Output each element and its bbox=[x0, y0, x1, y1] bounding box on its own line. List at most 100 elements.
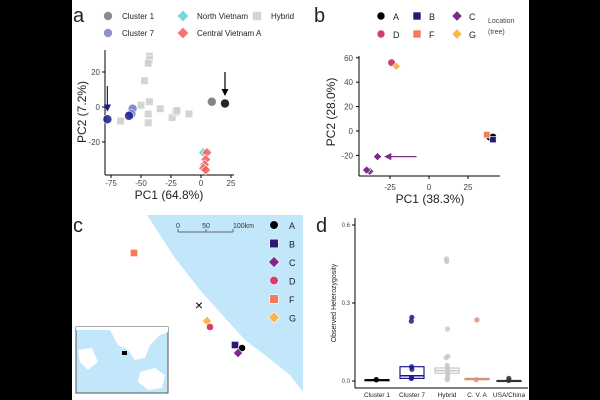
data-point-d bbox=[506, 376, 511, 381]
panel-label-d: d bbox=[316, 215, 327, 237]
x-tick-label-b: -25 bbox=[384, 183, 396, 192]
map-site-b bbox=[231, 341, 238, 348]
legend-marker-b bbox=[377, 30, 385, 38]
x-tick-label-d: USA/China bbox=[493, 392, 526, 399]
data-point-d bbox=[474, 317, 479, 322]
data-point-d bbox=[409, 375, 414, 380]
legend-label-a: North Vietnam bbox=[197, 12, 248, 21]
x-tick-label-d: C. V. A bbox=[467, 392, 487, 399]
legend-marker-a bbox=[104, 29, 113, 38]
point-cluster-7-highlighted- bbox=[103, 115, 112, 124]
legend-marker-c bbox=[270, 295, 279, 304]
y-axis-label-b: PC2 (28.0%) bbox=[324, 78, 338, 147]
y-tick-label-b: 20 bbox=[344, 103, 353, 112]
y-tick-label-d: 0.3 bbox=[342, 301, 351, 307]
x-tick-label-d: Cluster 7 bbox=[399, 392, 425, 399]
panel-label-b: b bbox=[314, 5, 325, 27]
legend-label-c: C bbox=[289, 258, 296, 268]
x-axis-label-a: PC1 (64.8%) bbox=[135, 188, 204, 202]
legend-label-a: Hybrid bbox=[271, 12, 294, 21]
legend-marker-b bbox=[377, 12, 385, 20]
legend-marker-c bbox=[270, 239, 279, 248]
point-hybrid bbox=[144, 110, 152, 118]
legend-title-b-2: (tree) bbox=[488, 29, 505, 36]
map-site-d bbox=[206, 323, 213, 330]
legend-label-c: G bbox=[289, 314, 296, 324]
scale-label: 0 bbox=[176, 223, 180, 230]
y-tick-label-a: 0 bbox=[96, 103, 101, 112]
legend-title-b: Location bbox=[488, 18, 515, 25]
legend-label-c: D bbox=[289, 277, 296, 287]
legend-label-c: F bbox=[289, 295, 295, 305]
panel-label-a: a bbox=[73, 5, 85, 27]
panel-label-c: c bbox=[73, 215, 83, 237]
legend-label-b: D bbox=[393, 30, 400, 40]
x-tick-label-a: -75 bbox=[105, 179, 117, 188]
legend-label-b: B bbox=[429, 12, 435, 22]
data-point-d bbox=[409, 315, 414, 320]
data-point-d bbox=[409, 364, 414, 369]
data-point-d bbox=[444, 256, 449, 261]
point-f bbox=[484, 131, 490, 137]
x-axis-label-b: PC1 (38.3%) bbox=[396, 192, 465, 206]
y-tick-label-b: 60 bbox=[344, 54, 353, 63]
legend-label-a: Cluster 1 bbox=[122, 12, 155, 21]
x-tick-label-b: 25 bbox=[464, 183, 473, 192]
point-cluster-1 bbox=[207, 97, 216, 106]
legend-marker-b bbox=[413, 30, 421, 38]
legend-label-b: G bbox=[469, 30, 476, 40]
legend-label-b: A bbox=[393, 12, 399, 22]
y-tick-label-b: 0 bbox=[349, 127, 354, 136]
legend-marker-a bbox=[104, 12, 113, 21]
legend-label-a: Cluster 7 bbox=[122, 29, 155, 38]
point-hybrid bbox=[156, 105, 164, 113]
point-cluster-7-highlighted- bbox=[125, 111, 134, 120]
legend-label-c: B bbox=[289, 240, 295, 250]
x-tick-label-a: -50 bbox=[135, 179, 147, 188]
legend-marker-a bbox=[253, 12, 262, 21]
data-point-d bbox=[374, 377, 379, 382]
y-tick-label-d: 0.0 bbox=[342, 379, 351, 385]
legend-marker-a bbox=[177, 27, 189, 39]
point-hybrid bbox=[173, 107, 181, 115]
y-tick-label-b: -20 bbox=[341, 151, 353, 160]
point-hybrid bbox=[144, 59, 152, 67]
data-point-d bbox=[445, 363, 450, 368]
figure-svg: a b c d -75 -50 -25 0 25 -20 0 20 PC1 (64.8%) PC2 (7.… bbox=[0, 0, 600, 400]
legend-marker-a bbox=[177, 10, 189, 22]
legend-marker-b bbox=[452, 11, 462, 21]
y-axis-label-d: Observed Heterozygosity bbox=[331, 263, 338, 342]
x-tick-label-d: Cluster 1 bbox=[364, 392, 390, 399]
x-tick-label-a: 25 bbox=[227, 179, 236, 188]
x-tick-label-d: Hybrid bbox=[438, 392, 457, 399]
point-cluster-1-highlighted- bbox=[221, 99, 230, 108]
x-tick-label-b: 0 bbox=[427, 183, 432, 192]
point-hybrid bbox=[137, 101, 145, 109]
scale-label: 100km bbox=[233, 223, 254, 230]
data-point-d bbox=[474, 377, 479, 382]
sea bbox=[147, 215, 303, 392]
y-tick-label-a: -20 bbox=[88, 138, 100, 147]
legend-marker-c bbox=[270, 276, 279, 285]
legend-label-b: C bbox=[469, 12, 476, 22]
inset-location-marker bbox=[122, 351, 127, 355]
point-hybrid bbox=[141, 77, 149, 85]
data-point-d bbox=[445, 354, 450, 359]
legend-label-b: F bbox=[429, 30, 435, 40]
point-hybrid bbox=[146, 98, 154, 106]
map-site-f bbox=[130, 249, 137, 256]
x-tick-label-a: 0 bbox=[199, 179, 204, 188]
point-hybrid bbox=[117, 117, 125, 125]
legend-marker-b bbox=[452, 29, 462, 39]
point-hybrid bbox=[144, 119, 152, 127]
y-tick-label-d: 0.6 bbox=[342, 223, 351, 229]
y-tick-label-a: 20 bbox=[91, 68, 100, 77]
legend-marker-b bbox=[413, 12, 421, 20]
y-axis-label-a: PC2 (7.2%) bbox=[75, 81, 89, 143]
y-tick-label-b: 40 bbox=[344, 78, 353, 87]
point-c bbox=[373, 152, 381, 160]
legend-label-a: Central Vietnam A bbox=[197, 29, 262, 38]
legend-marker-c bbox=[270, 221, 279, 230]
x-tick-label-a: -25 bbox=[165, 179, 177, 188]
data-point-d bbox=[445, 326, 450, 331]
